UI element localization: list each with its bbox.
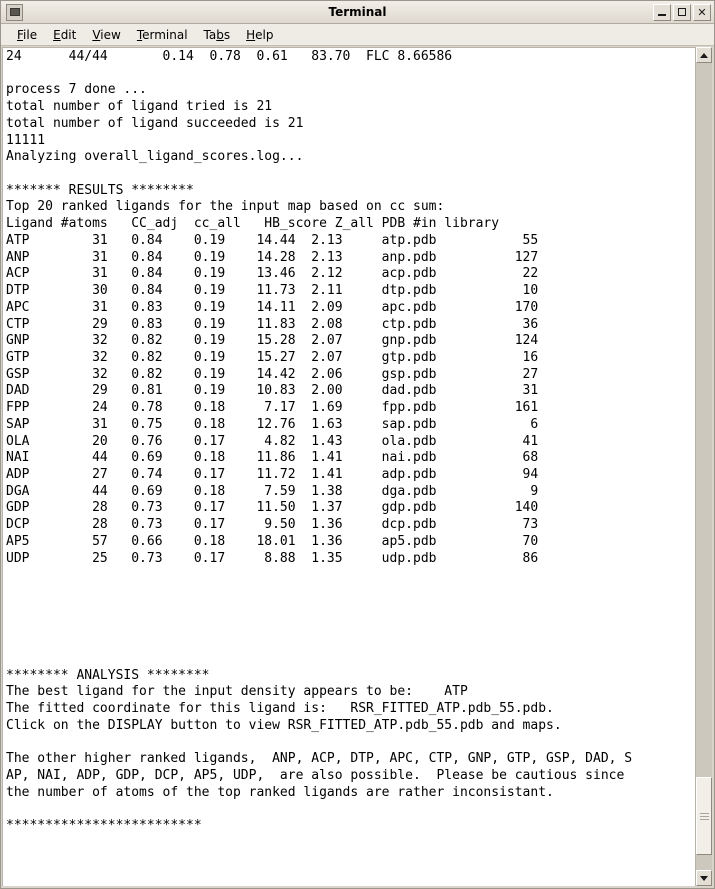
window-title: Terminal	[328, 5, 387, 19]
menu-item-help[interactable]: Help	[246, 27, 274, 42]
menu-item-tabs[interactable]: Tabs	[203, 27, 231, 42]
menu-item-edit[interactable]: Edit	[53, 27, 77, 42]
maximize-icon	[678, 8, 686, 16]
window-titlebar[interactable]: Terminal ✕	[1, 1, 714, 24]
vertical-scrollbar[interactable]	[695, 47, 712, 886]
terminal-output: 24 44/44 0.14 0.78 0.61 83.70 FLC 8.6658…	[6, 49, 633, 834]
maximize-button[interactable]	[673, 3, 691, 21]
scroll-down-button[interactable]	[696, 870, 712, 886]
scrollbar-trough[interactable]	[696, 63, 712, 870]
menu-item-view[interactable]: View	[92, 27, 121, 42]
menubar: File Edit View Terminal Tabs Help	[1, 24, 714, 46]
close-button[interactable]: ✕	[693, 3, 711, 21]
scrollbar-grip-icon	[699, 811, 709, 822]
scroll-up-arrow-icon	[700, 52, 708, 58]
terminal-body: 24 44/44 0.14 0.78 0.61 83.70 FLC 8.6658…	[1, 46, 714, 888]
scroll-up-button[interactable]	[696, 47, 712, 63]
scrollbar-thumb[interactable]	[696, 777, 712, 856]
terminal-screen[interactable]: 24 44/44 0.14 0.78 0.61 83.70 FLC 8.6658…	[2, 47, 695, 886]
scroll-down-arrow-icon	[700, 875, 708, 881]
window-controls: ✕	[653, 3, 711, 21]
terminal-monitor-icon[interactable]	[6, 3, 23, 21]
monitor-screen-glyph	[9, 8, 20, 16]
menu-item-file[interactable]: File	[17, 27, 38, 42]
menu-item-terminal[interactable]: Terminal	[136, 27, 188, 42]
minimize-icon	[658, 13, 666, 16]
minimize-button[interactable]	[653, 3, 671, 21]
